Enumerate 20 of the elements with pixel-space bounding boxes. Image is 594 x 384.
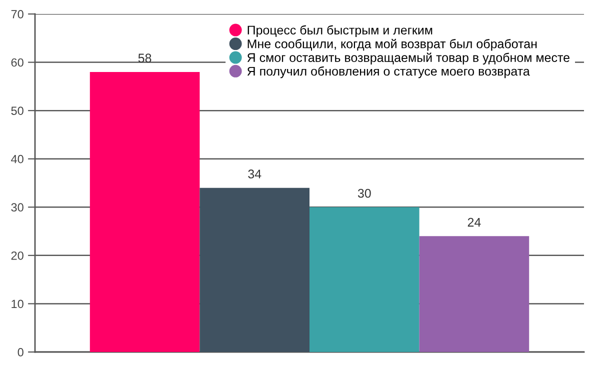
bar (200, 188, 310, 352)
data-label: 24 (468, 218, 481, 227)
data-label: 34 (248, 170, 262, 178)
y-tick-label: 30 (11, 203, 24, 212)
bar (90, 72, 200, 352)
y-tick-label: 60 (11, 58, 24, 67)
bar (310, 207, 420, 352)
bar (419, 236, 530, 352)
data-label: 30 (358, 188, 371, 198)
y-tick-label: 40 (11, 154, 24, 164)
legend-label: Я смог оставить возвращаемый товар в удобном месте (247, 52, 570, 65)
y-tick-label: 70 (11, 10, 24, 18)
y-tick-label: 20 (11, 251, 24, 260)
y-tick-label: 50 (11, 106, 24, 115)
legend-label: Мне сообщили, когда мой возврат был обработан (248, 38, 537, 51)
legend-label: Процесс был быстрым и легким (248, 25, 432, 38)
y-tick-label: 10 (12, 300, 24, 308)
legend-label: Я получил обновления о статусе моего возврата (247, 66, 530, 78)
y-tick-label: 0 (18, 348, 24, 356)
data-label: 58 (138, 54, 152, 63)
